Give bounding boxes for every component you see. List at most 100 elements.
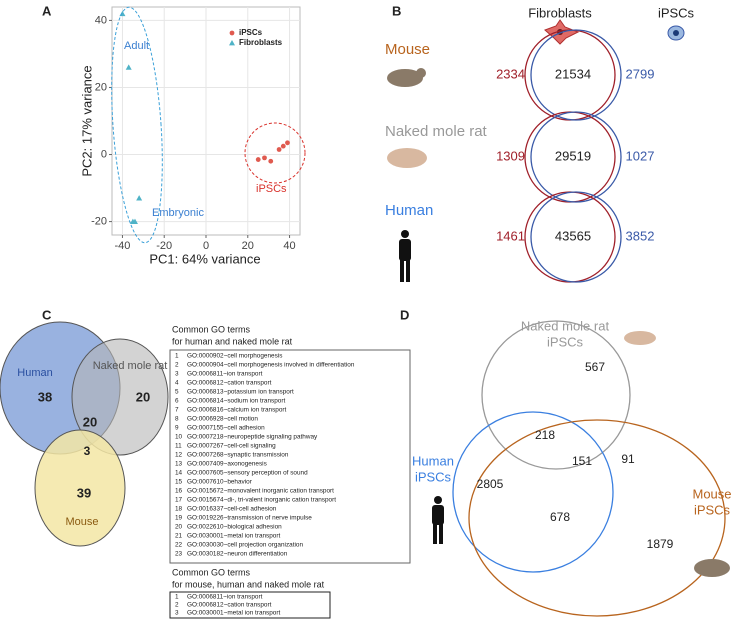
venn-label: Mouse — [65, 516, 98, 528]
venn-label: Naked mole rat — [93, 360, 168, 372]
row-number: 20 — [175, 524, 183, 531]
venn-count: 29519 — [555, 148, 591, 163]
go-term: GO:0007610~behavior — [187, 479, 253, 486]
row-number: 23 — [175, 551, 183, 558]
species-label: Naked mole rat — [385, 123, 488, 140]
group-ellipse — [111, 6, 163, 244]
point — [262, 155, 267, 161]
venn-count: 21534 — [555, 66, 591, 81]
human-icon — [432, 496, 444, 544]
go-term: GO:0000904~cell morphogenesis involved i… — [187, 362, 355, 369]
species-label: Mouse — [385, 41, 430, 58]
go-term: GO:0030001~metal ion transport — [187, 610, 280, 617]
go-term: GO:0015672~monovalent inorganic cation t… — [187, 488, 334, 495]
go-term: GO:0007605~sensory perception of sound — [187, 470, 308, 477]
go-term: GO:0007409~axonogenesis — [187, 461, 267, 468]
venn-ipscs — [530, 111, 622, 203]
venn-count: 1879 — [647, 537, 674, 551]
venn-label: Mouse — [692, 486, 731, 501]
venn-count: 567 — [585, 360, 605, 374]
go-term: GO:0030001~metal ion transport — [187, 533, 280, 540]
go-term: GO:0006812~cation transport — [187, 602, 272, 609]
go-term: GO:0006812~cation transport — [187, 380, 272, 387]
legend-swatch — [229, 30, 235, 36]
row-number: 19 — [175, 515, 183, 522]
go-term: GO:0016337~cell-cell adhesion — [187, 506, 277, 513]
table-title: for mouse, human and naked mole rat — [172, 579, 325, 589]
x-tick-label: -20 — [156, 240, 172, 252]
table-border — [169, 591, 331, 619]
venn-count: 2799 — [626, 66, 655, 81]
mouse-icon — [694, 559, 730, 577]
row-number: 4 — [175, 380, 179, 387]
venn-human — [452, 411, 614, 573]
venn-nmr — [481, 320, 631, 470]
row-number: 3 — [175, 371, 179, 378]
y-tick-label: 0 — [101, 148, 107, 160]
venn-label: iPSCs — [547, 334, 584, 349]
go-tables: 1 GO:0000902~cell morphogenesis 2 GO:000090… — [175, 353, 355, 617]
go-term: GO:0007268~synaptic transmission — [187, 452, 289, 459]
annotation: iPSCs — [256, 183, 287, 195]
venn-count: 1309 — [496, 148, 525, 163]
row-number: 15 — [175, 479, 183, 486]
column-header: iPSCs — [658, 5, 695, 20]
go-term: GO:0006811~ion transport — [187, 594, 263, 601]
point — [255, 157, 261, 162]
venn-count: 3852 — [626, 228, 655, 243]
annotation: Embryonic — [152, 207, 204, 219]
table-title: Common GO terms — [172, 324, 251, 334]
venn-label: iPSCs — [694, 502, 731, 517]
mouse-icon — [387, 69, 423, 87]
legend-swatch — [229, 40, 235, 46]
mole-rat-icon — [624, 331, 656, 345]
legend-label: Fibroblasts — [239, 38, 283, 47]
human-icon — [399, 230, 411, 282]
venn-label: Human — [17, 367, 52, 379]
venn-count: 1027 — [626, 148, 655, 163]
venn-label: Naked mole rat — [521, 318, 610, 333]
venn-ipscs — [530, 29, 622, 121]
venn-count: 218 — [535, 428, 555, 442]
row-number: 2 — [175, 602, 179, 609]
point — [276, 147, 282, 152]
table-title: Common GO terms — [172, 567, 251, 577]
row-number: 5 — [175, 389, 179, 396]
row-number: 9 — [175, 425, 179, 432]
row-number: 12 — [175, 452, 183, 459]
y-tick-label: -20 — [91, 215, 107, 227]
venn-count: 151 — [572, 454, 592, 468]
panel-label: A — [42, 3, 52, 18]
y-axis-title: PC2: 17% variance — [79, 65, 94, 176]
panel-label: D — [400, 307, 409, 322]
mole-rat-icon — [387, 148, 427, 168]
row-number: 3 — [175, 610, 179, 617]
x-tick-label: 40 — [283, 240, 295, 252]
venn-label: iPSCs — [415, 469, 452, 484]
y-tick-label: 40 — [95, 14, 107, 26]
ipsc-nucleus — [673, 30, 679, 36]
legend-label: iPSCs — [239, 28, 263, 37]
venn-count: 678 — [550, 510, 570, 524]
venn-count: 43565 — [555, 228, 591, 243]
table-title: for human and naked mole rat — [172, 336, 293, 346]
point — [285, 140, 290, 146]
row-number: 14 — [175, 470, 183, 477]
venn-count: 20 — [136, 389, 150, 404]
venn-nmr — [71, 338, 169, 456]
venn-ipscs — [530, 191, 622, 283]
venn-count: 3 — [84, 444, 91, 458]
point — [125, 64, 132, 70]
go-term: GO:0006811~ion transport — [187, 371, 263, 378]
annotation: Adult — [124, 40, 149, 52]
mouse-icon-head — [416, 68, 426, 78]
go-term: GO:0006816~calcium ion transport — [187, 407, 287, 414]
venn-label: Human — [412, 453, 454, 468]
point — [268, 158, 274, 164]
go-term: GO:0015674~di-, tri-valent inorganic cat… — [187, 497, 336, 504]
row-number: 18 — [175, 506, 183, 513]
panel-label: B — [392, 3, 401, 18]
table-border — [169, 349, 411, 564]
